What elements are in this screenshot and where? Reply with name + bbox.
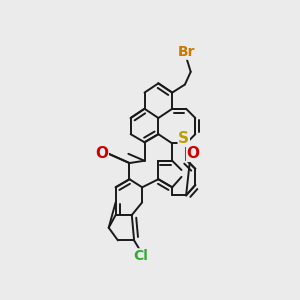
Text: Cl: Cl (134, 249, 148, 263)
Text: Br: Br (177, 45, 195, 59)
Text: O: O (187, 146, 200, 161)
Text: S: S (178, 131, 189, 146)
Text: O: O (95, 146, 108, 161)
